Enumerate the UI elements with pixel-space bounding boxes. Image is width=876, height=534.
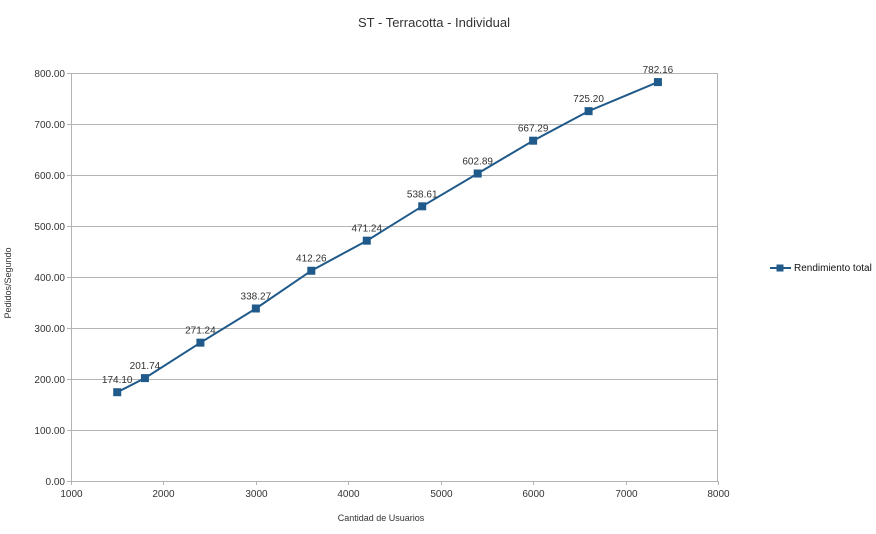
data-label: 725.20 — [573, 94, 604, 105]
data-point-marker — [307, 266, 316, 275]
x-axis-label: Cantidad de Usuarios — [338, 513, 425, 523]
y-tick-label: 400.00 — [34, 273, 65, 284]
data-label: 174.10 — [102, 375, 133, 386]
x-tick-label: 2000 — [152, 489, 175, 500]
x-tick-label: 7000 — [615, 489, 638, 500]
data-label: 538.61 — [407, 189, 438, 200]
y-tick-label: 500.00 — [34, 222, 65, 233]
y-tick-labels: 0.00 100.00 200.00 300.00 400.00 500.00 600.00… — [34, 69, 65, 488]
data-point-marker — [418, 202, 427, 211]
data-point-marker — [196, 338, 205, 347]
x-tick-labels: 1000 2000 3000 4000 5000 6000 7000 8000 — [60, 489, 730, 500]
data-point-marker — [362, 236, 371, 245]
y-tick-label: 300.00 — [34, 324, 65, 335]
y-tick-label: 100.00 — [34, 426, 65, 437]
data-label: 782.16 — [643, 65, 674, 76]
data-label: 602.89 — [462, 157, 493, 168]
x-tick-label: 5000 — [430, 489, 453, 500]
data-point-marker — [140, 374, 149, 383]
data-point-marker — [653, 78, 662, 87]
y-tick-label: 800.00 — [34, 69, 65, 80]
legend-square-marker — [776, 264, 784, 272]
data-label: 338.27 — [241, 291, 272, 302]
y-axis-label: Pedidos/Segundo — [3, 247, 13, 318]
data-label: 201.74 — [130, 361, 161, 372]
y-tick-label: 700.00 — [34, 120, 65, 131]
series-layer: 174.10 201.74 271.24 338.27 412.26 471.24 538.… — [102, 65, 674, 397]
legend-entry-label: Rendimiento total — [794, 263, 872, 274]
x-tick-label: 3000 — [245, 489, 268, 500]
data-point-marker — [251, 304, 260, 313]
data-label: 412.26 — [296, 254, 327, 265]
data-point-marker — [473, 169, 482, 178]
grid-lines — [71, 73, 718, 431]
y-tick-label: 0.00 — [46, 477, 66, 488]
y-tick-label: 200.00 — [34, 375, 65, 386]
axes — [67, 73, 719, 485]
chart-title: ST - Terracotta - Individual — [358, 15, 510, 30]
legend: Rendimiento total — [770, 263, 872, 274]
data-point-marker — [584, 107, 593, 116]
x-tick-label: 4000 — [337, 489, 360, 500]
data-point-marker — [113, 388, 122, 397]
y-tick-label: 600.00 — [34, 171, 65, 182]
data-label: 271.24 — [185, 326, 216, 337]
data-point-marker — [529, 136, 538, 145]
data-label: 667.29 — [518, 124, 549, 135]
x-tick-label: 1000 — [60, 489, 83, 500]
x-tick-label: 6000 — [522, 489, 545, 500]
x-tick-label: 8000 — [707, 489, 730, 500]
data-label: 471.24 — [351, 224, 382, 235]
